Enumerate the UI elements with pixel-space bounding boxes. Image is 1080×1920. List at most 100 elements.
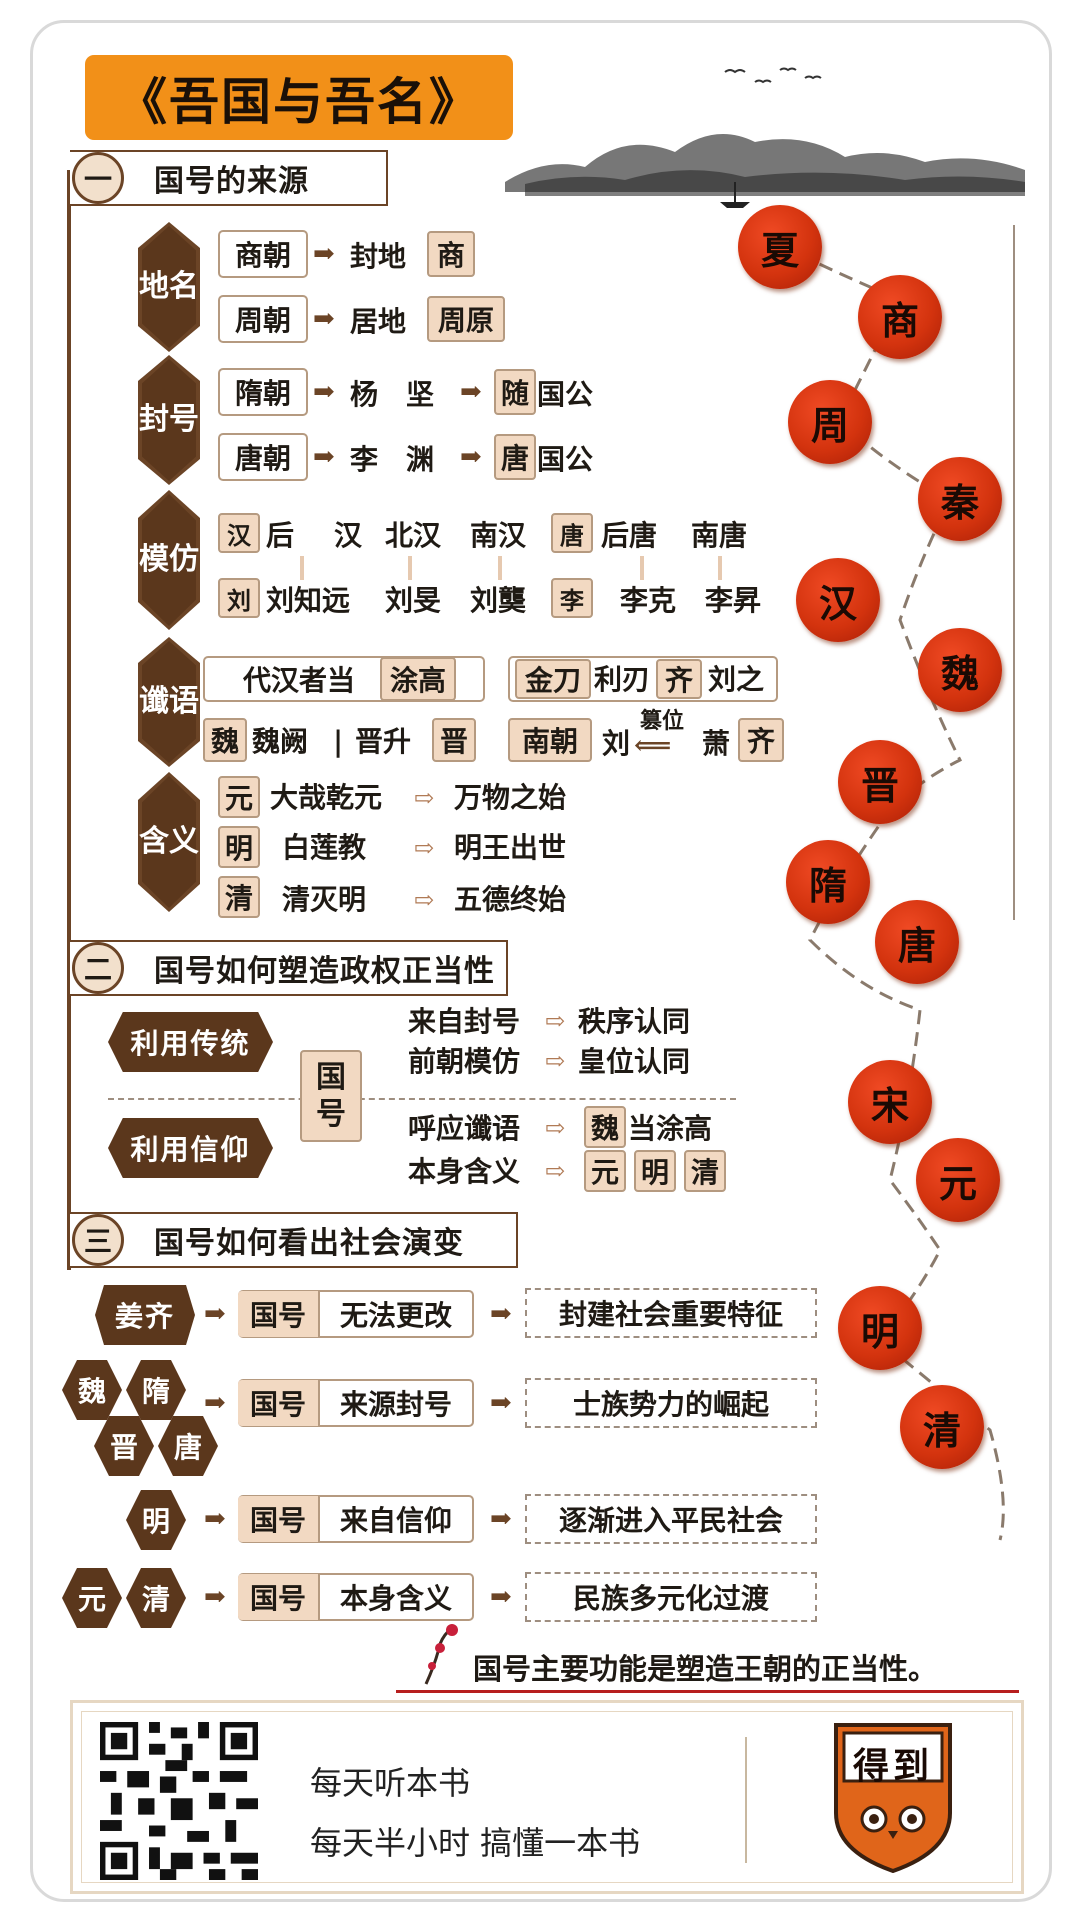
dedao-logo-text: 得到	[852, 1745, 933, 1787]
meaning-yuan-result: 万物之始	[454, 781, 567, 814]
dynasty-box-shang: 商朝	[218, 230, 308, 278]
section-1-header: 国号的来源	[70, 150, 388, 206]
hex-jiangqi: 姜齐	[95, 1285, 195, 1345]
s3-row4-desc: 本身含义	[339, 1582, 452, 1615]
s3-row3-desc: 来自信仰	[339, 1504, 452, 1537]
section-line	[67, 170, 71, 1270]
dynasty-circle: 秦	[918, 457, 1002, 541]
imitate-tang-item: 南唐	[691, 519, 748, 552]
link-bar	[718, 556, 722, 580]
use-belief-hex: 利用信仰	[108, 1118, 273, 1178]
dynasty-circle: 魏	[918, 628, 1002, 712]
imitate-han-item: 南汉	[470, 519, 527, 552]
arrow-icon: ➡	[490, 1299, 512, 1329]
prophecy-jindao-box: 金刀	[515, 659, 591, 699]
left-arrow-icon: ⟸	[634, 731, 672, 761]
legit-row-2-left: 前朝模仿	[408, 1045, 521, 1078]
link-bar	[300, 556, 304, 580]
imitate-liu-item: 刘旻	[385, 584, 442, 617]
dynasty-box-tang: 唐朝	[218, 433, 308, 481]
hex-ming: 明	[126, 1490, 186, 1550]
meaning-ming-box: 明	[218, 826, 260, 868]
place-zhouyuan-box: 周原	[427, 296, 505, 342]
arrow-icon: ➡	[204, 1582, 226, 1612]
arrow-icon: ➡	[490, 1582, 512, 1612]
outline-arrow-icon: ⇨	[545, 1157, 566, 1185]
s3-row2-result: 士族势力的崛起	[525, 1378, 817, 1428]
imitate-tang-box: 唐	[551, 513, 593, 553]
hex-qing: 清	[126, 1568, 186, 1628]
imitate-li-item: 李克	[620, 584, 677, 617]
conclusion-text: 国号主要功能是塑造王朝的正当性。	[473, 1652, 938, 1686]
category-place-name: 地名	[138, 222, 200, 352]
s3-row1-box: 国号 无法更改	[238, 1290, 474, 1338]
dynasty-circle: 汉	[796, 558, 880, 642]
arrow-icon: ➡	[313, 304, 335, 334]
page-title: 《吾国与吾名》	[85, 55, 513, 140]
arrow-icon: ➡	[460, 377, 482, 407]
dynasty-circle: 周	[788, 380, 872, 464]
state-name-center-text: 国号	[316, 1059, 346, 1133]
arrow-icon: ➡	[313, 239, 335, 269]
link-bar	[640, 556, 644, 580]
outline-arrow-icon: ⇨	[414, 834, 435, 862]
hex-sui: 隋	[126, 1360, 186, 1420]
prophecy-jinsheng-text: 晋升	[355, 725, 412, 758]
section-2-number: 二	[72, 942, 124, 994]
place-fief-text: 封地	[350, 240, 407, 273]
meaning-qing-box: 清	[218, 876, 260, 918]
arrow-icon: ➡	[204, 1388, 226, 1418]
imitate-liu-item: 刘龑	[470, 584, 527, 617]
prophecy-1-text: 代汉者当	[243, 664, 356, 697]
meaning-qing-result: 五德终始	[454, 883, 567, 916]
divider	[108, 1098, 736, 1100]
legit-ming-box: 明	[634, 1150, 676, 1192]
dynasty-circle: 明	[838, 1286, 922, 1370]
section-1-title: 国号的来源	[154, 164, 309, 199]
legit-row-1-left: 来自封号	[408, 1005, 521, 1038]
legit-qing-box: 清	[684, 1150, 726, 1192]
s3-row1-result: 封建社会重要特征	[525, 1288, 817, 1338]
prophecy-separator: |	[333, 725, 344, 758]
qr-code-icon[interactable]	[100, 1722, 258, 1880]
link-bar	[498, 556, 502, 580]
imitate-li-box: 李	[551, 578, 593, 618]
s3-row3-label: 国号	[238, 1496, 320, 1542]
meaning-yuan-box: 元	[218, 776, 260, 818]
prophecy-liren-text: 利刃	[594, 663, 651, 696]
imitate-han-item: 北汉	[385, 519, 442, 552]
outline-arrow-icon: ⇨	[545, 1007, 566, 1035]
fief-suffix-text: 国公	[537, 378, 594, 411]
prophecy-liu-text: 刘	[602, 727, 631, 760]
prophecy-liuzhi-text: 刘之	[708, 663, 765, 696]
dynasty-circle: 清	[900, 1385, 984, 1469]
category-fief-title: 封号	[138, 355, 200, 485]
s3-row4-result: 民族多元化过渡	[525, 1572, 817, 1622]
arrow-icon: ➡	[460, 442, 482, 472]
imitate-han-item: 后	[266, 519, 295, 552]
arrow-icon: ➡	[313, 442, 335, 472]
section-3-header: 国号如何看出社会演变	[70, 1212, 518, 1268]
arrow-icon: ➡	[204, 1299, 226, 1329]
prophecy-tugao-box: 涂高	[380, 657, 456, 701]
meaning-ming-text: 白莲教	[282, 831, 367, 864]
link-bar	[408, 556, 412, 580]
meaning-yuan-text: 大哉乾元	[270, 781, 383, 814]
arrow-icon: ➡	[490, 1504, 512, 1534]
arrow-icon: ➡	[204, 1504, 226, 1534]
ink-landscape-illustration	[505, 67, 1025, 208]
legit-row-3-left: 呼应谶语	[408, 1112, 521, 1145]
dynasty-box-sui: 隋朝	[218, 368, 308, 416]
conclusion-underline	[396, 1690, 1019, 1693]
arrow-icon: ➡	[313, 377, 335, 407]
place-shang-box: 商	[427, 231, 475, 277]
imitate-han-item: 汉	[334, 519, 363, 552]
s3-row2-box: 国号 来源封号	[238, 1379, 474, 1427]
section-2-header: 国号如何塑造政权正当性	[70, 940, 508, 996]
imitate-li-item: 李昇	[705, 584, 762, 617]
s3-row1-desc: 无法更改	[339, 1299, 452, 1332]
category-prophecy: 谶语	[138, 637, 200, 767]
footer-panel	[70, 1700, 1024, 1894]
s3-row4-box: 国号 本身含义	[238, 1573, 474, 1621]
s3-row3-result: 逐渐进入平民社会	[525, 1494, 817, 1544]
